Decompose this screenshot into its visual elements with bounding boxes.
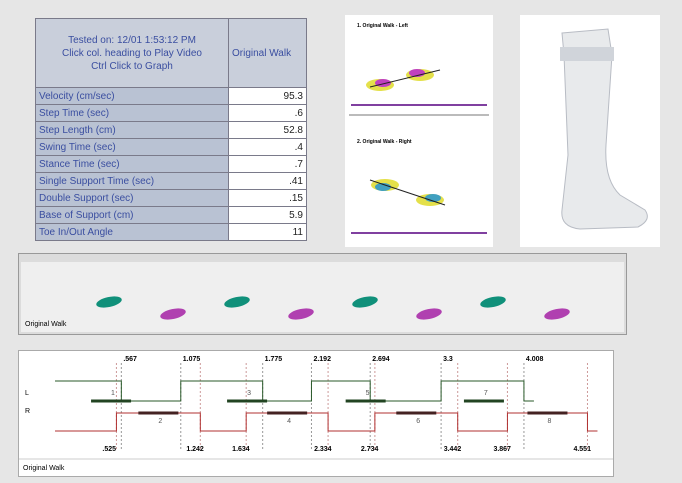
top-time: 2.192: [313, 356, 331, 363]
step-number: 6: [416, 418, 420, 425]
step-number: 8: [547, 418, 551, 425]
timing-svg: L R Original Walk .567 1.075 1.775 2.192 2.6…: [19, 356, 613, 472]
footprint: [480, 296, 506, 308]
top-time: 2.694: [372, 356, 390, 363]
row-label: Step Length (cm): [35, 121, 229, 139]
bottom-time: 1.634: [232, 446, 250, 453]
row: Velocity (cm/sec) 95.3: [35, 87, 307, 105]
row: Swing Time (sec) .4: [35, 138, 307, 156]
bottom-time: 3.867: [493, 446, 511, 453]
top-time: .567: [123, 356, 137, 363]
row-label: Step Time (sec): [35, 104, 229, 122]
row-label: Double Support (sec): [35, 189, 229, 207]
left-label: L: [25, 390, 29, 397]
row-label: Single Support Time (sec): [35, 172, 229, 190]
header-row: Tested on: 12/01 1:53:12 PM Click col. he…: [35, 18, 307, 88]
step-number: 5: [366, 390, 370, 397]
footprint: [96, 296, 122, 308]
header-cell: Tested on: 12/01 1:53:12 PM Click col. he…: [35, 18, 229, 88]
brace-image: [520, 15, 660, 247]
plot-title: 1. Original Walk - Left: [357, 23, 408, 29]
row-label: Velocity (cm/sec): [35, 87, 229, 105]
footprint: [544, 308, 570, 320]
strip-bg: [21, 262, 624, 332]
row-value: .6: [228, 104, 307, 122]
row-value: .41: [228, 172, 307, 190]
row-value: .7: [228, 155, 307, 173]
strip-label: Original Walk: [25, 321, 67, 328]
timing-label: Original Walk: [23, 465, 65, 472]
row-value: 52.8: [228, 121, 307, 139]
step-number: 2: [158, 418, 162, 425]
row-value: .15: [228, 189, 307, 207]
header-line: Ctrl Click to Graph: [91, 60, 173, 72]
row: Step Time (sec) .6: [35, 104, 307, 122]
footprint: [224, 296, 250, 308]
row: Stance Time (sec) .7: [35, 155, 307, 173]
bottom-time: 1.242: [186, 446, 204, 453]
footprint: [160, 308, 186, 320]
top-time: 3.3: [443, 356, 453, 363]
row-label: Swing Time (sec): [35, 138, 229, 156]
bottom-time: 4.551: [573, 446, 591, 453]
row: Single Support Time (sec) .41: [35, 172, 307, 190]
row-value: 5.9: [228, 206, 307, 224]
row-label: Base of Support (cm): [35, 206, 229, 224]
bottom-time: 2.334: [314, 446, 332, 453]
brace: [561, 28, 648, 230]
step-number: 7: [484, 390, 488, 397]
top-time: 1.075: [183, 356, 201, 363]
top-time: 1.775: [265, 356, 283, 363]
bottom-time: .525: [102, 446, 116, 453]
row: Double Support (sec) .15: [35, 189, 307, 207]
footprint: [352, 296, 378, 308]
top-time: 4.008: [526, 356, 544, 363]
plots-svg: 1. Original Walk - Left 2. Original Walk…: [349, 23, 489, 234]
plot-title: 2. Original Walk - Right: [357, 139, 412, 145]
right-label: R: [25, 408, 30, 415]
row-value: 11: [228, 223, 307, 241]
row-label: Toe In/Out Angle: [35, 223, 229, 241]
step-number: 4: [287, 418, 291, 425]
left-plot: [351, 69, 487, 106]
timing-chart: L R Original Walk .567 1.075 1.775 2.192 2.6…: [18, 350, 614, 477]
brace-svg: [560, 28, 648, 230]
row-value: 95.3: [228, 87, 307, 105]
left-trace: [55, 380, 534, 402]
gait-table: Tested on: 12/01 1:53:12 PM Click col. he…: [35, 18, 307, 241]
footprint-plots: 1. Original Walk - Left 2. Original Walk…: [345, 15, 493, 247]
step-number: 1: [111, 390, 115, 397]
right-plot: [351, 179, 487, 234]
row: Base of Support (cm) 5.9: [35, 206, 307, 224]
bottom-time: 3.442: [444, 446, 462, 453]
footprint: [288, 308, 314, 320]
row: Step Length (cm) 52.8: [35, 121, 307, 139]
right-trace: [55, 412, 598, 432]
step-number: 3: [247, 390, 251, 397]
row: Toe In/Out Angle 11: [35, 223, 307, 241]
footprint-strip: Original Walk: [18, 253, 627, 335]
row-label: Stance Time (sec): [35, 155, 229, 173]
footprint: [416, 308, 442, 320]
header-line: Click col. heading to Play Video: [62, 47, 202, 59]
bottom-time: 2.734: [361, 446, 379, 453]
strip-svg: Original Walk: [21, 262, 624, 332]
row-value: .4: [228, 138, 307, 156]
strap: [560, 47, 614, 61]
header-line: Tested on: 12/01 1:53:12 PM: [68, 34, 196, 46]
column-heading: Original Walk: [228, 18, 307, 88]
